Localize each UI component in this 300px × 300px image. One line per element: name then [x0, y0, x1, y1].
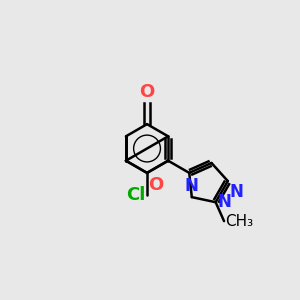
Text: O: O [140, 83, 155, 101]
Text: O: O [148, 176, 164, 194]
Text: N: N [229, 183, 243, 201]
Text: N: N [185, 177, 199, 195]
Text: Cl: Cl [126, 186, 146, 204]
Text: CH₃: CH₃ [226, 214, 254, 229]
Text: N: N [217, 193, 231, 211]
